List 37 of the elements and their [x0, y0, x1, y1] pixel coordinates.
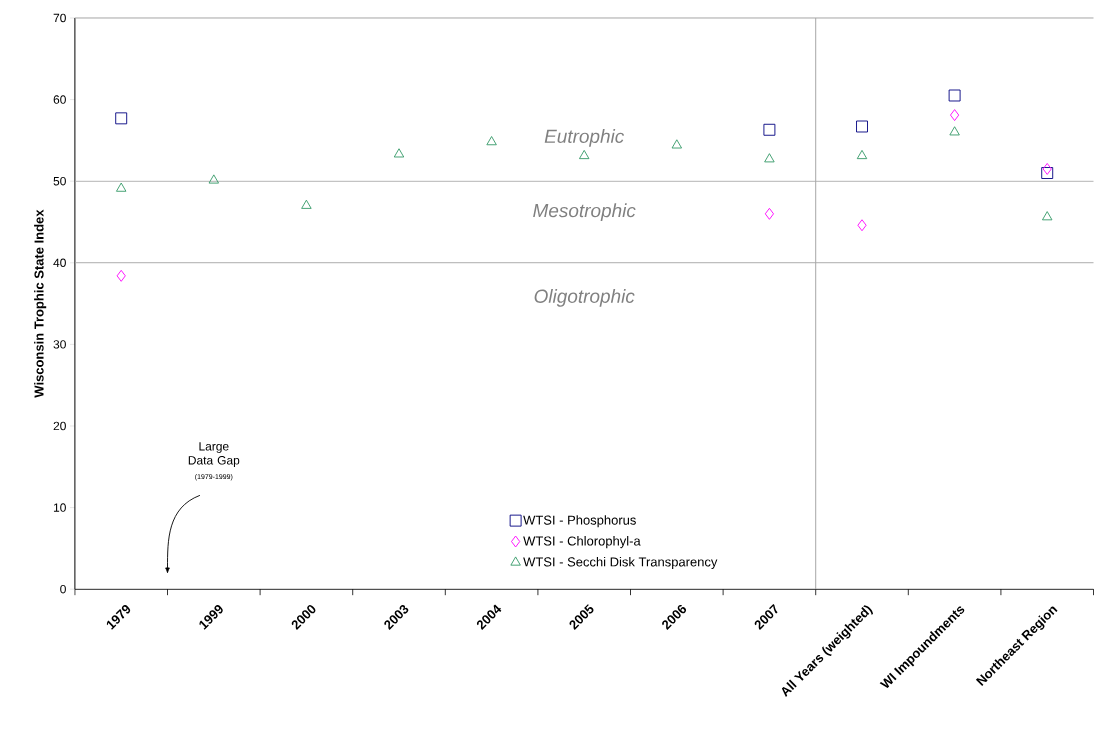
- y-tick-label: 10: [53, 503, 66, 512]
- annotation: Eutrophic: [544, 129, 625, 147]
- y-tick-label: 0: [60, 584, 66, 594]
- point: [856, 149, 868, 160]
- y-axis-title: Wisconsin Trophic State Index: [34, 209, 47, 398]
- y-tick-label: 70: [53, 13, 66, 23]
- legend-label: WTSI - Secchi Disk Transparency: [523, 556, 718, 570]
- point: [1041, 167, 1054, 179]
- y-tick-label: 20: [53, 421, 66, 431]
- point: [486, 136, 497, 146]
- point: [1042, 163, 1052, 175]
- point: [671, 139, 683, 149]
- legend-label: WTSI - Phosphorus: [523, 515, 636, 528]
- annotation: Mesotrophic: [533, 203, 636, 222]
- point: [208, 174, 220, 184]
- point: [764, 153, 775, 163]
- annotation: Oligotrophic: [534, 289, 635, 307]
- y-tick-label: 30: [53, 340, 66, 349]
- point: [950, 109, 960, 122]
- point: [115, 112, 128, 125]
- y-tick-label: 40: [53, 258, 66, 268]
- point: [393, 148, 405, 158]
- point: [764, 207, 774, 220]
- point: [948, 89, 961, 102]
- point: [116, 269, 126, 282]
- point: [301, 199, 312, 209]
- point: [1042, 211, 1053, 221]
- point: [116, 182, 127, 192]
- point: [763, 123, 776, 136]
- point: [856, 120, 868, 133]
- annotation: Large Data Gap: [188, 442, 240, 467]
- y-tick-label: 60: [53, 95, 66, 104]
- legend-label: WTSI - Chlorophyl-a: [523, 536, 641, 549]
- point: [949, 126, 960, 136]
- point: [857, 219, 867, 232]
- y-tick-label: 50: [53, 176, 66, 186]
- point: [579, 149, 590, 160]
